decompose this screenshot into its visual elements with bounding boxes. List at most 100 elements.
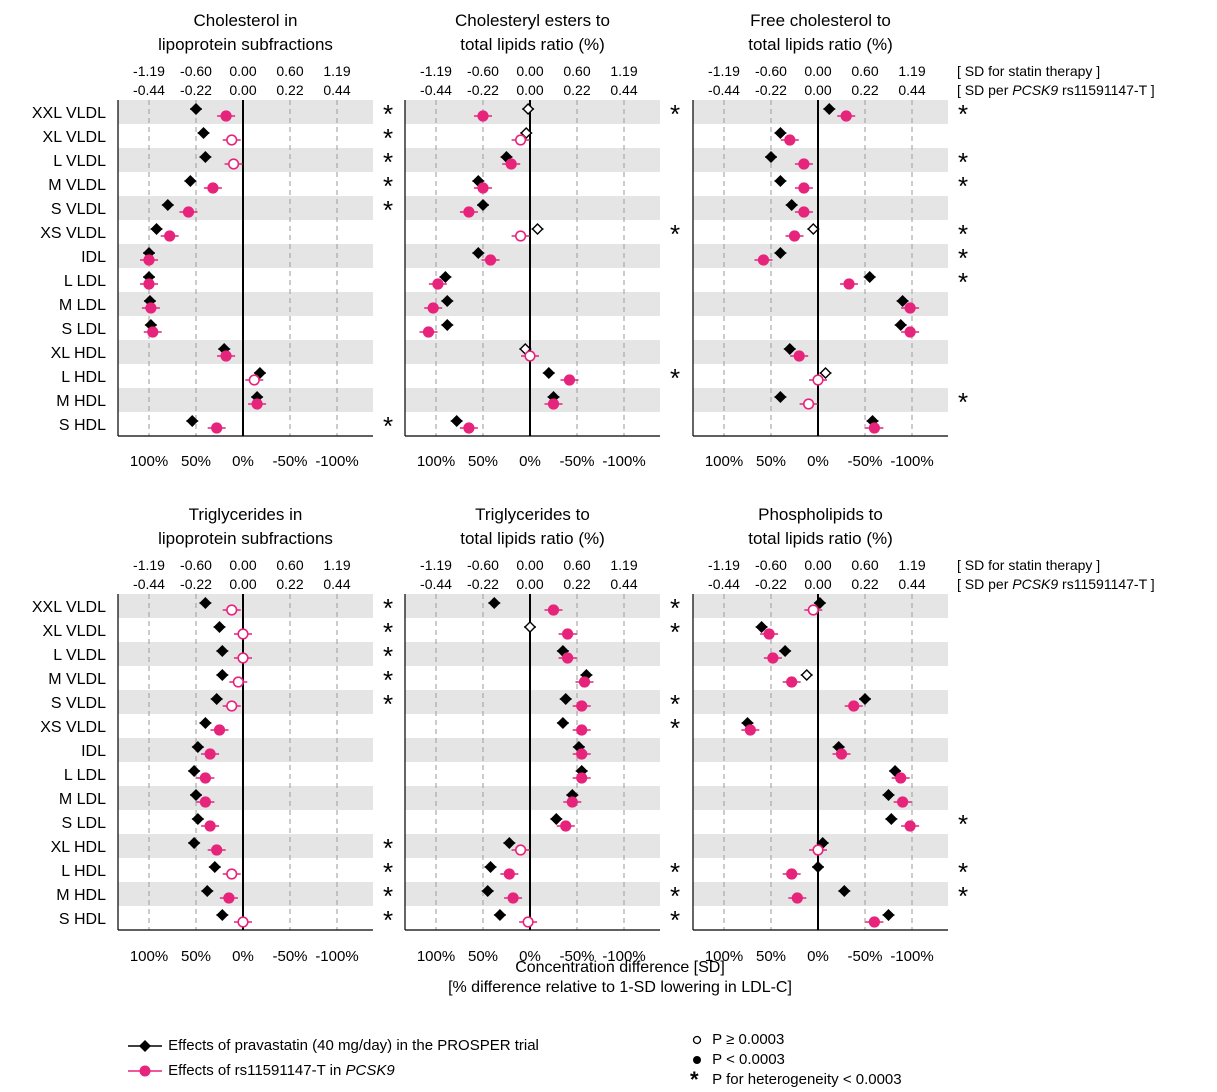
row-stripe [118, 786, 373, 810]
statin-diamond-icon [128, 1040, 162, 1053]
category-label: M VLDL [48, 177, 106, 194]
row-stripe [118, 196, 373, 220]
row-stripe [118, 594, 373, 618]
pcsk9-point [164, 230, 176, 242]
pcsk9-point [812, 844, 824, 856]
pcsk9-point [147, 326, 159, 338]
x-tick-pcsk9: -0.22 [180, 576, 212, 592]
statin-point [488, 597, 501, 609]
x-tick-statin: 1.19 [610, 557, 637, 573]
pcsk9-point [784, 134, 796, 146]
heterogeneity-star-icon: * [670, 617, 680, 647]
statin-point [819, 367, 832, 379]
x-tick-pcsk9: 0.00 [229, 82, 256, 98]
x-tick-percent: 0% [519, 948, 541, 965]
category-label: M VLDL [48, 671, 106, 688]
statin-point [774, 391, 787, 403]
pcsk9-point [791, 892, 803, 904]
panel-title-line2: total lipids ratio (%) [748, 35, 893, 54]
pcsk9-point [223, 892, 235, 904]
x-tick-statin: -0.60 [467, 557, 499, 573]
x-tick-pcsk9: -0.22 [755, 82, 787, 98]
pcsk9-point [843, 278, 855, 290]
category-label: XL HDL [51, 839, 107, 856]
pcsk9-point [547, 398, 560, 410]
statin-point [559, 693, 572, 705]
x-tick-statin: 1.19 [323, 557, 350, 573]
category-label: XS VLDL [40, 225, 106, 242]
filled-circle-icon [693, 1056, 701, 1065]
statin-point [197, 127, 210, 139]
legend-item-statin: Effects of pravastatin (40 mg/day) in th… [126, 1036, 539, 1056]
statin-point [188, 837, 201, 849]
statin-point [531, 223, 544, 235]
pcsk9-point [868, 916, 881, 928]
panel-title-line2: total lipids ratio (%) [460, 35, 605, 54]
x-tick-percent: -100% [602, 948, 645, 965]
x-tick-statin: -0.60 [755, 63, 787, 79]
pcsk9-point [798, 158, 810, 170]
heterogeneity-star-icon: * [958, 219, 968, 249]
pcsk9-point [143, 254, 155, 266]
row-stripe [118, 690, 373, 714]
row-stripe [693, 388, 948, 412]
legend-statin-label: Effects of pravastatin (40 mg/day) in th… [168, 1037, 539, 1055]
pcsk9-point [226, 868, 238, 880]
x-tick-statin: 0.60 [276, 63, 303, 79]
x-tick-pcsk9: -0.22 [755, 576, 787, 592]
heterogeneity-star-icon: * [383, 411, 393, 441]
pcsk9-point [514, 844, 527, 856]
statin-point [882, 789, 895, 801]
row-stripe [405, 148, 660, 172]
row-stripe [118, 292, 373, 316]
x-tick-pcsk9: -0.22 [467, 576, 499, 592]
row-stripe [118, 148, 373, 172]
pcsk9-point [477, 182, 489, 194]
heterogeneity-star-icon: * [383, 689, 393, 719]
x-tick-percent: 100% [705, 453, 743, 470]
pcsk9-point [904, 302, 916, 314]
statin-point [882, 909, 895, 921]
x-tick-percent: 50% [756, 948, 786, 965]
row-stripe [405, 244, 660, 268]
pcsk9-point [143, 278, 155, 290]
row-stripe [118, 882, 373, 906]
x-tick-percent: 50% [468, 453, 498, 470]
category-label: S VLDL [51, 201, 106, 218]
unit-labels-block-1: [ SD for statin therapy ] [ SD per PCSK9 … [957, 63, 1155, 98]
pcsk9-point [463, 206, 475, 218]
statin-point [894, 319, 907, 331]
x-tick-percent: -100% [315, 948, 358, 965]
pcsk9-point [561, 652, 574, 664]
xlabel-line1: Concentration difference [SD] [515, 959, 725, 976]
row-stripe [118, 388, 373, 412]
x-tick-statin: 0.60 [563, 63, 590, 79]
row-stripe [405, 388, 660, 412]
panel-3: Free cholesterol to total lipids ratio (%… [692, 11, 968, 470]
pcsk9-unit-label: [ SD per PCSK9 rs11591147-T ] [957, 576, 1155, 592]
pcsk9-point [226, 604, 238, 616]
pcsk9-circle-icon [128, 1065, 162, 1077]
row-stripe [118, 100, 373, 124]
heterogeneity-star-icon: * [383, 665, 393, 695]
pcsk9-point [561, 628, 574, 640]
x-tick-pcsk9: 0.00 [804, 82, 831, 98]
panel-6: Phospholipids to total lipids ratio (%) -1… [692, 505, 968, 965]
statin-point [896, 295, 909, 307]
pcsk9-point [547, 604, 560, 616]
x-tick-percent: 100% [417, 948, 455, 965]
panel-title-line1: Cholesterol in [194, 11, 298, 30]
pcsk9-point [220, 350, 232, 362]
statin-point [556, 717, 569, 729]
pcsk9-point [904, 820, 916, 832]
x-tick-percent: 0% [519, 453, 541, 470]
category-label: L VLDL [53, 647, 106, 664]
heterogeneity-star-icon: * [958, 857, 968, 887]
xlabel-line2: [% difference relative to 1-SD lowering … [448, 979, 792, 996]
category-label: M LDL [59, 297, 106, 314]
pcsk9-point [211, 844, 223, 856]
statin-point [542, 367, 555, 379]
pcsk9-point [477, 110, 489, 122]
statin-point [191, 741, 204, 753]
category-label: M HDL [56, 887, 106, 904]
